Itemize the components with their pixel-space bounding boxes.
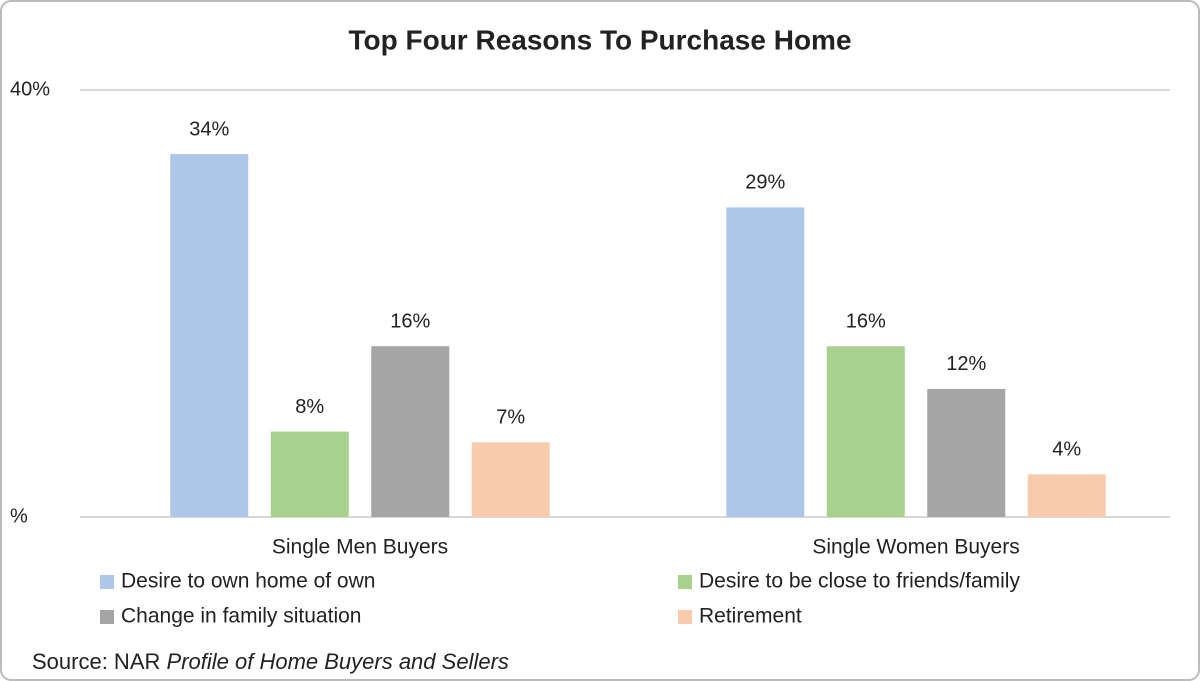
- bar: [270, 431, 349, 517]
- bar: [471, 442, 550, 517]
- value-label: 29%: [745, 172, 785, 194]
- legend-swatch: [100, 610, 114, 624]
- bar: [826, 346, 905, 517]
- bar: [170, 154, 249, 518]
- x-tick-label: Single Men Buyers: [272, 536, 448, 559]
- source: Source: NAR Profile of Home Buyers and S…: [32, 649, 509, 674]
- y-tick-label: %: [10, 505, 28, 527]
- legend-swatch: [678, 575, 692, 589]
- value-label: 8%: [295, 396, 324, 418]
- source-text: Source: NAR: [32, 649, 160, 674]
- source-title: Profile of Home Buyers and Sellers: [167, 649, 509, 674]
- legend-label: Retirement: [699, 605, 802, 628]
- value-label: 16%: [846, 310, 886, 332]
- value-label: 16%: [390, 310, 430, 332]
- bar: [927, 388, 1006, 517]
- value-label: 4%: [1052, 439, 1081, 461]
- bar: [726, 207, 805, 518]
- x-tick-label: Single Women Buyers: [812, 536, 1019, 559]
- value-label: 34%: [189, 118, 229, 140]
- y-tick-label: 40%: [10, 78, 50, 100]
- bar: [371, 346, 450, 517]
- legend-label: Desire to be close to friends/family: [699, 570, 1020, 593]
- value-label: 7%: [496, 407, 525, 429]
- legend-label: Desire to own home of own: [121, 570, 375, 593]
- bar: [1027, 474, 1106, 517]
- legend-swatch: [100, 575, 114, 589]
- legend-label: Change in family situation: [121, 605, 361, 628]
- legend-swatch: [678, 610, 692, 624]
- chart-title: Top Four Reasons To Purchase Home: [348, 24, 851, 55]
- value-label: 12%: [946, 353, 986, 375]
